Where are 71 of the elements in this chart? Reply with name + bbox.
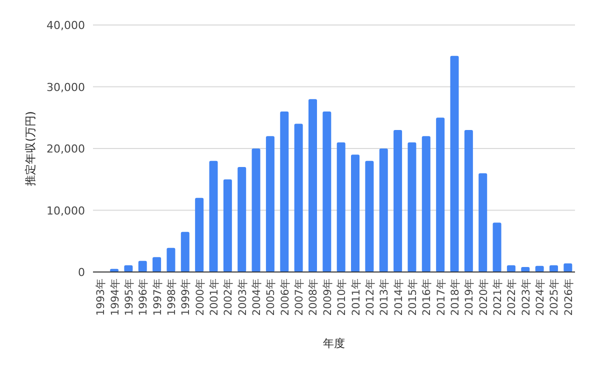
x-tick-label: 2017年: [435, 278, 448, 316]
bar: [365, 160, 374, 272]
bar: [492, 222, 502, 272]
bar: [209, 160, 218, 272]
bar: [138, 260, 147, 272]
x-tick-label: 2004年: [251, 278, 264, 316]
x-tick-label: 2010年: [336, 278, 348, 316]
x-tick-label: 2002年: [222, 278, 235, 316]
x-tick-label: 2014年: [392, 278, 405, 316]
bar: [180, 232, 190, 272]
x-tick-label: 2008年: [308, 278, 320, 316]
y-tick-label: 40,000: [46, 19, 85, 32]
x-tick-label: 1998年: [166, 278, 178, 316]
x-tick-label: 2015年: [406, 278, 419, 316]
x-tick-label: 1999年: [180, 278, 192, 316]
x-tick-label: 1996年: [138, 278, 150, 316]
bar: [252, 148, 260, 272]
bar: [294, 124, 303, 272]
bar: [394, 130, 402, 272]
y-tick-label: 0: [78, 266, 85, 279]
y-axis-title: 推定年収(万円): [24, 111, 37, 186]
bar: [322, 111, 332, 272]
x-tick-label: 2005年: [265, 278, 278, 316]
x-tick-label: 2003年: [236, 278, 249, 316]
x-tick-label: 2021年: [492, 278, 504, 316]
bar: [436, 118, 445, 272]
x-tick-label: 1994年: [109, 278, 122, 316]
x-axis-title: 年度: [323, 337, 345, 350]
bar: [308, 99, 317, 272]
bar: [464, 130, 473, 272]
x-tick-label: 2019年: [464, 278, 476, 316]
x-tick-label: 2022年: [506, 278, 518, 316]
x-tick-label: 2011年: [350, 278, 362, 316]
bar: [124, 265, 133, 272]
x-tick-label: 2007年: [294, 278, 306, 316]
bar: [408, 142, 416, 272]
x-tick-label: 2018年: [450, 278, 462, 316]
x-tick-label: 1995年: [123, 278, 136, 316]
x-tick-label: 2023年: [520, 278, 532, 316]
y-tick-label: 30,000: [46, 80, 85, 94]
x-tick-label: 2009年: [322, 278, 334, 316]
bar: [351, 154, 360, 272]
x-tick-label: 2006年: [279, 278, 292, 316]
y-tick-label: 20,000: [46, 142, 85, 156]
bar: [266, 136, 274, 272]
x-tick-label: 2000年: [194, 278, 206, 316]
bar: [152, 257, 162, 272]
bar: [195, 198, 204, 272]
x-tick-label: 2025年: [548, 278, 561, 316]
x-tick-label: 2020年: [478, 278, 490, 316]
bar: [422, 136, 430, 272]
bar: [223, 179, 232, 272]
bar: [506, 265, 516, 272]
x-tick-label: 2016年: [421, 278, 434, 316]
x-tick-label: 2026年: [562, 278, 575, 316]
x-tick-label: 2012年: [364, 278, 376, 316]
bar: [280, 111, 289, 272]
x-tick-label: 2024年: [534, 278, 547, 316]
bar: [166, 248, 176, 272]
x-tick-label: 2001年: [208, 278, 220, 316]
bar: [450, 56, 459, 272]
bar: [549, 265, 558, 272]
bar: [238, 167, 246, 272]
bar: [379, 148, 388, 272]
x-tick-label: 1993年: [95, 278, 108, 316]
bar: [564, 263, 572, 272]
bar: [478, 173, 488, 272]
x-tick-label: 2013年: [378, 278, 391, 316]
bar: [336, 142, 346, 272]
y-tick-label: 10,000: [46, 204, 85, 218]
x-tick-label: 1997年: [152, 278, 164, 316]
